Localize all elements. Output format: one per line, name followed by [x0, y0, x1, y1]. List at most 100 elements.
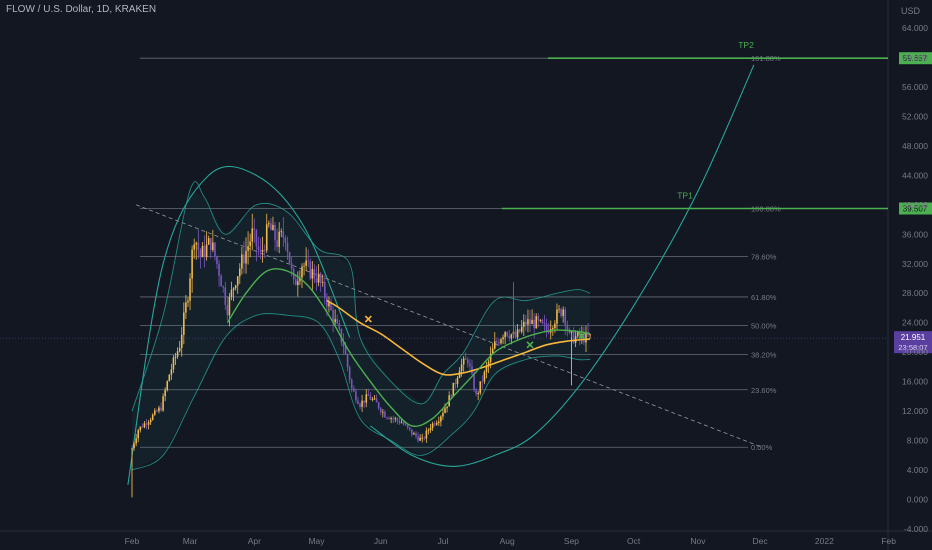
countdown-label: 23:58:07 — [898, 343, 927, 352]
candle-body — [224, 287, 227, 305]
y-tick-label: 44.000 — [902, 170, 928, 180]
candle-body — [176, 351, 179, 357]
candle-body — [539, 320, 542, 321]
candle-body — [232, 288, 235, 290]
candle-body — [382, 411, 384, 413]
candle-body — [541, 320, 544, 324]
candle-body — [207, 238, 210, 245]
candle-body — [353, 388, 355, 392]
candle-body — [367, 394, 370, 396]
candle-body — [323, 282, 326, 298]
candle-body — [479, 381, 482, 393]
candle-body — [145, 423, 148, 425]
candle-body — [469, 363, 471, 367]
candle-body — [197, 242, 200, 250]
candle-body — [421, 437, 424, 439]
candle-body — [317, 273, 320, 283]
x-tick-label: Dec — [753, 536, 769, 546]
candle-body — [243, 254, 245, 264]
y-tick-label: 24.000 — [902, 318, 928, 328]
candle-body — [172, 357, 175, 370]
x-tick-label: Apr — [248, 536, 261, 546]
candle-body — [189, 278, 191, 301]
candle-body — [529, 319, 531, 325]
candle-body — [321, 282, 324, 283]
candle-body — [498, 342, 500, 344]
y-tick-label: 28.000 — [902, 288, 928, 298]
candle-body — [525, 321, 527, 325]
candle-body — [444, 408, 446, 413]
candle-body — [286, 242, 289, 253]
price-axis[interactable]: 64.000 60.000 56.000 52.000 48.000 44.000 40.0… — [902, 23, 928, 534]
candle-body — [454, 382, 457, 385]
candle-body — [174, 356, 177, 358]
candle-body — [222, 286, 225, 288]
candle-body — [375, 398, 378, 403]
candle-body — [361, 400, 363, 407]
candle-body — [398, 420, 401, 423]
candle-body — [238, 268, 241, 277]
moving-averages — [226, 268, 591, 427]
candle-body — [535, 316, 538, 329]
bollinger-upper — [131, 181, 591, 412]
target-label: TP1 — [677, 191, 693, 201]
candle-body — [346, 354, 349, 368]
candle-body — [572, 331, 575, 343]
candle-body — [143, 423, 146, 428]
target-price-label: 59.657 — [903, 54, 928, 63]
candle-body — [350, 379, 353, 389]
candle-body — [566, 324, 569, 330]
candle-body — [164, 389, 166, 397]
candle-body — [516, 329, 519, 338]
arc-top — [127, 166, 351, 485]
candle-body — [311, 269, 314, 279]
candle-body — [411, 429, 413, 435]
candle-body — [170, 369, 173, 375]
candle-body — [415, 433, 417, 437]
candle-body — [464, 358, 467, 360]
candle-body — [552, 328, 554, 330]
candle-body — [514, 331, 517, 338]
candle-body — [234, 285, 237, 289]
candle-body — [290, 263, 293, 269]
candle-body — [212, 242, 214, 250]
candle-body — [423, 437, 426, 439]
candle-body — [502, 337, 504, 340]
candle-body — [334, 319, 336, 323]
candle-body — [504, 332, 506, 338]
candle-body — [400, 422, 403, 424]
x-tick-label: Oct — [627, 536, 641, 546]
candle-body — [263, 250, 266, 251]
y-tick-label: 16.000 — [902, 377, 928, 387]
x-tick-label: Mar — [183, 536, 198, 546]
candle-body — [178, 347, 181, 352]
y-tick-label: 12.000 — [902, 406, 928, 416]
trendlines — [127, 64, 761, 485]
candle-body — [365, 394, 368, 403]
fib-level-label: 0.00% — [751, 443, 773, 452]
candle-body — [168, 374, 171, 382]
candle-body — [228, 296, 231, 316]
candle-body — [332, 310, 334, 323]
candle-body — [491, 348, 494, 354]
candle-body — [216, 256, 218, 264]
candle-body — [500, 339, 502, 344]
time-axis[interactable]: Feb Mar Apr May Jun Jul Aug Sep Oct Nov Dec 2022 Feb — [125, 536, 897, 546]
candle-body — [247, 246, 249, 251]
candle-body — [230, 289, 233, 297]
current-price-label: 21.951 — [901, 333, 926, 342]
candle-body — [537, 316, 540, 321]
candle-body — [506, 332, 509, 336]
candle-body — [384, 411, 386, 418]
candle-body — [471, 366, 473, 374]
candle-body — [288, 252, 291, 264]
candle-body — [193, 244, 195, 250]
candle-body — [355, 391, 357, 401]
candle-body — [562, 309, 564, 316]
candle-body — [299, 277, 301, 282]
candle-body — [556, 309, 558, 324]
x-tick-label: May — [308, 536, 325, 546]
target-label: TP2 — [738, 40, 754, 50]
candle-body — [137, 430, 140, 439]
